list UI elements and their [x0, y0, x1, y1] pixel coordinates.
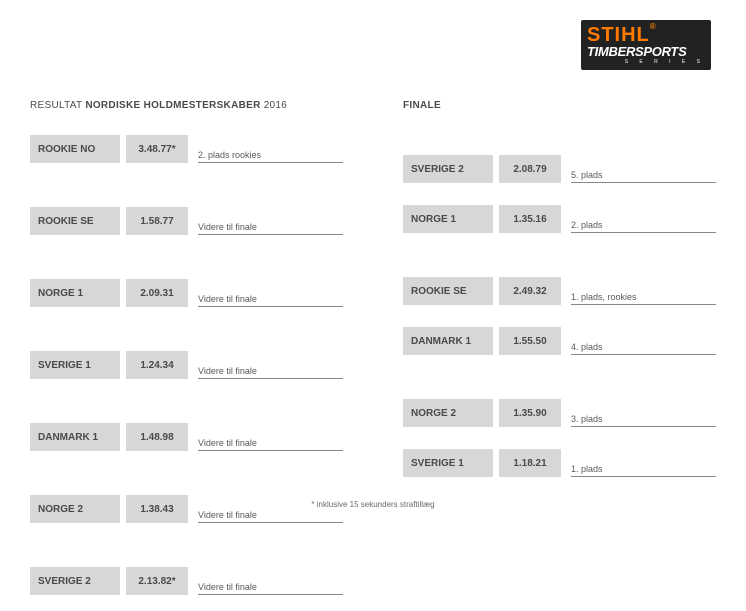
time-box: 1.55.50 [499, 327, 561, 355]
note-text: Videre til finale [198, 294, 257, 304]
note-text: Videre til finale [198, 582, 257, 592]
team-box: SVERIGE 2 [30, 567, 120, 595]
left-rows: ROOKIE NO3.48.77*2. plads rookiesROOKIE … [30, 129, 343, 611]
right-rows: SVERIGE 22.08.79 5. plads NORGE 11.35.16 2.… [403, 149, 716, 493]
heading-suffix: 2016 [261, 100, 288, 111]
result-row: ROOKIE NO3.48.77* 2. plads rookies [30, 129, 343, 163]
note-text: 2. plads rookies [198, 150, 261, 160]
note-text: 5. plads [571, 170, 603, 180]
right-column: FINALE SVERIGE 22.08.795. pladsNORGE 11.… [403, 100, 716, 611]
result-row: SVERIGE 22.08.79 5. plads [403, 149, 716, 183]
note-line: 2. plads [571, 211, 716, 233]
heading-prefix: RESULTAT [30, 100, 85, 111]
note-text: Videre til finale [198, 438, 257, 448]
heading-bold: FINALE [403, 100, 441, 111]
result-row: ROOKIE SE2.49.32 1. plads, rookies [403, 271, 716, 305]
note-line: 2. plads rookies [198, 141, 343, 163]
result-row: DANMARK 11.55.50 4. plads [403, 321, 716, 355]
result-row: ROOKIE SE1.58.77 Videre til finale [30, 201, 343, 235]
right-heading: FINALE [403, 100, 716, 111]
team-box: NORGE 2 [403, 399, 493, 427]
left-column: RESULTAT NORDISKE HOLDMESTERSKABER 2016 … [30, 100, 343, 611]
note-line: 3. plads [571, 405, 716, 427]
time-box: 2.08.79 [499, 155, 561, 183]
result-row: NORGE 11.35.16 2. plads [403, 199, 716, 233]
logo-sub: TIMBERSPORTS [587, 45, 705, 58]
note-text: Videre til finale [198, 510, 257, 520]
note-text: Videre til finale [198, 222, 257, 232]
result-row: SVERIGE 11.24.34 Videre til finale [30, 345, 343, 379]
stihl-logo: STIHL TIMBERSPORTS S E R I E S [581, 20, 711, 70]
time-box: 3.48.77* [126, 135, 188, 163]
team-box: DANMARK 1 [30, 423, 120, 451]
result-row: SVERIGE 11.18.21 1. plads [403, 443, 716, 477]
note-line: 5. plads [571, 161, 716, 183]
note-text: Videre til finale [198, 366, 257, 376]
note-text: 1. plads, rookies [571, 292, 637, 302]
note-line: 4. plads [571, 333, 716, 355]
team-box: SVERIGE 1 [30, 351, 120, 379]
time-box: 1.35.16 [499, 205, 561, 233]
time-box: 1.48.98 [126, 423, 188, 451]
content: RESULTAT NORDISKE HOLDMESTERSKABER 2016 … [30, 100, 716, 611]
team-box: DANMARK 1 [403, 327, 493, 355]
note-line: 1. plads, rookies [571, 283, 716, 305]
footnote: * inklusive 15 sekunders straftillæg [0, 500, 746, 509]
time-box: 2.49.32 [499, 277, 561, 305]
time-box: 1.18.21 [499, 449, 561, 477]
heading-bold: NORDISKE HOLDMESTERSKABER [85, 100, 260, 111]
note-text: 1. plads [571, 464, 603, 474]
team-box: ROOKIE SE [403, 277, 493, 305]
time-box: 1.58.77 [126, 207, 188, 235]
team-box: NORGE 1 [30, 279, 120, 307]
result-row: NORGE 12.09.31 Videre til finale [30, 273, 343, 307]
logo-brand: STIHL [587, 25, 705, 45]
note-line: 1. plads [571, 455, 716, 477]
note-text: 3. plads [571, 414, 603, 424]
logo-series: S E R I E S [587, 59, 705, 65]
note-line: Videre til finale [198, 213, 343, 235]
result-row: SVERIGE 22.13.82* Videre til finale [30, 561, 343, 595]
time-box: 2.13.82* [126, 567, 188, 595]
left-heading: RESULTAT NORDISKE HOLDMESTERSKABER 2016 [30, 100, 343, 111]
result-row: DANMARK 11.48.98 Videre til finale [30, 417, 343, 451]
team-box: ROOKIE SE [30, 207, 120, 235]
result-row: NORGE 21.35.90 3. plads [403, 393, 716, 427]
note-text: 2. plads [571, 220, 603, 230]
time-box: 1.35.90 [499, 399, 561, 427]
note-line: Videre til finale [198, 357, 343, 379]
team-box: NORGE 1 [403, 205, 493, 233]
team-box: SVERIGE 1 [403, 449, 493, 477]
team-box: SVERIGE 2 [403, 155, 493, 183]
note-line: Videre til finale [198, 429, 343, 451]
time-box: 2.09.31 [126, 279, 188, 307]
note-line: Videre til finale [198, 285, 343, 307]
time-box: 1.24.34 [126, 351, 188, 379]
note-line: Videre til finale [198, 573, 343, 595]
note-text: 4. plads [571, 342, 603, 352]
team-box: ROOKIE NO [30, 135, 120, 163]
